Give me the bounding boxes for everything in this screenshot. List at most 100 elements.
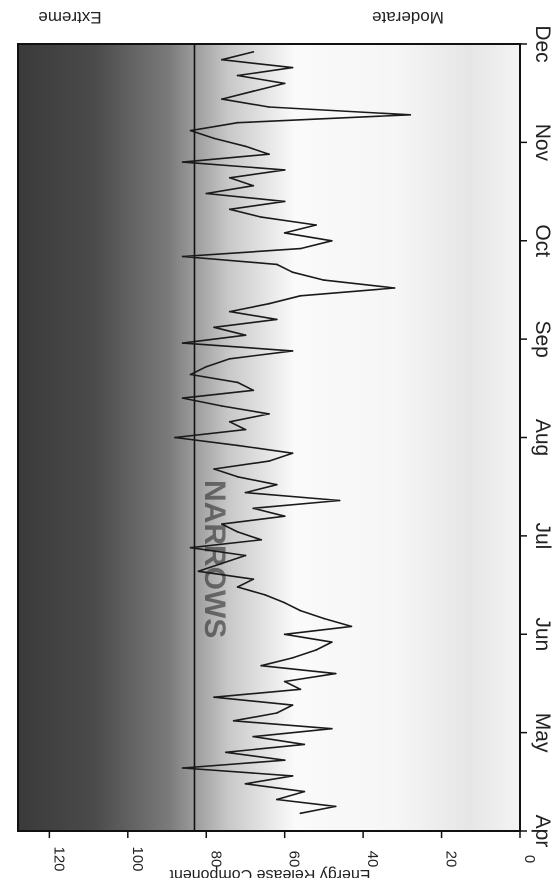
data-point — [275, 712, 278, 714]
x-tick-label: May — [531, 713, 554, 753]
data-point — [236, 121, 239, 124]
data-point — [283, 601, 286, 604]
data-point — [221, 58, 223, 61]
data-point — [275, 483, 278, 486]
moderate-label: Moderate — [372, 8, 444, 27]
data-point — [283, 680, 286, 683]
data-point — [283, 515, 286, 518]
data-point — [252, 389, 255, 392]
data-point — [323, 279, 325, 281]
y-tick-label: 60 — [286, 851, 303, 868]
data-point — [252, 578, 255, 581]
data-point — [252, 184, 255, 187]
data-point — [244, 334, 247, 337]
data-point — [291, 350, 294, 352]
data-point — [268, 153, 270, 156]
erc-series-line — [174, 51, 412, 815]
data-point — [350, 625, 353, 628]
x-tick-label: Aug — [531, 419, 554, 456]
data-point — [252, 90, 255, 93]
data-point — [244, 554, 247, 557]
data-point — [252, 507, 255, 510]
data-point — [221, 98, 223, 100]
data-point — [228, 310, 231, 313]
data-point — [409, 113, 412, 116]
data-point — [205, 192, 208, 195]
data-point — [291, 775, 294, 777]
data-point — [283, 633, 286, 636]
data-point — [181, 161, 184, 164]
data-point — [181, 397, 184, 399]
y-tick-label: 120 — [50, 846, 67, 871]
data-point — [264, 594, 266, 596]
x-tick-label: Oct — [531, 224, 554, 257]
data-point — [228, 208, 231, 211]
data-point — [283, 82, 286, 85]
series-group — [174, 51, 412, 815]
data-point — [189, 373, 192, 376]
y-axis: 0 20 40 60 80 100 120 — [48, 831, 538, 872]
data-point — [221, 405, 223, 407]
data-point — [252, 51, 255, 53]
y-axis-title: Energy Release Component — [169, 866, 371, 878]
x-tick-label: Sep — [531, 320, 554, 357]
watermark-text: NARROWS — [198, 480, 231, 638]
data-point — [283, 200, 286, 203]
data-point — [189, 129, 192, 132]
data-point — [275, 318, 278, 321]
data-point — [334, 672, 337, 675]
data-point — [244, 491, 247, 494]
data-point — [236, 444, 239, 447]
plot-area — [17, 43, 521, 832]
data-point — [181, 255, 184, 258]
data-point — [244, 782, 247, 785]
data-point — [291, 66, 294, 69]
y-tick-label: 100 — [129, 846, 146, 871]
data-point — [244, 428, 247, 431]
data-point — [393, 287, 396, 289]
data-point — [268, 413, 270, 415]
data-point — [323, 617, 325, 620]
data-point — [291, 452, 294, 455]
data-point — [213, 137, 216, 140]
x-tick-label: Jun — [531, 617, 554, 651]
data-point — [260, 216, 263, 219]
data-point — [268, 460, 270, 462]
data-point — [228, 357, 231, 360]
data-point — [315, 224, 317, 226]
data-point — [283, 759, 286, 762]
data-point — [221, 562, 223, 565]
data-point — [228, 420, 231, 423]
data-point — [244, 145, 247, 148]
y-tick-label: 20 — [443, 851, 460, 868]
x-tick-label: Jul — [531, 522, 554, 549]
data-point — [283, 169, 286, 171]
data-point — [260, 664, 263, 667]
data-point — [221, 523, 223, 525]
data-point — [205, 365, 208, 368]
data-point — [213, 468, 216, 470]
data-point — [236, 74, 239, 77]
data-point — [232, 719, 235, 722]
x-tick-label: Nov — [531, 124, 554, 162]
data-point — [299, 812, 302, 815]
data-point — [260, 538, 263, 541]
data-point — [225, 751, 227, 754]
data-point — [330, 641, 333, 643]
data-point — [197, 570, 200, 573]
data-point — [291, 704, 294, 706]
data-point — [315, 649, 317, 651]
y-tick-label: 80 — [207, 851, 224, 868]
data-point — [338, 499, 341, 502]
data-point — [291, 657, 294, 659]
data-point — [236, 531, 239, 533]
data-point — [303, 743, 306, 746]
data-point — [299, 609, 302, 612]
x-tick-label: Dec — [531, 25, 554, 62]
data-point — [181, 767, 184, 769]
data-point — [228, 176, 231, 179]
data-point — [303, 790, 306, 793]
data-point — [174, 436, 176, 439]
data-point — [189, 546, 192, 549]
